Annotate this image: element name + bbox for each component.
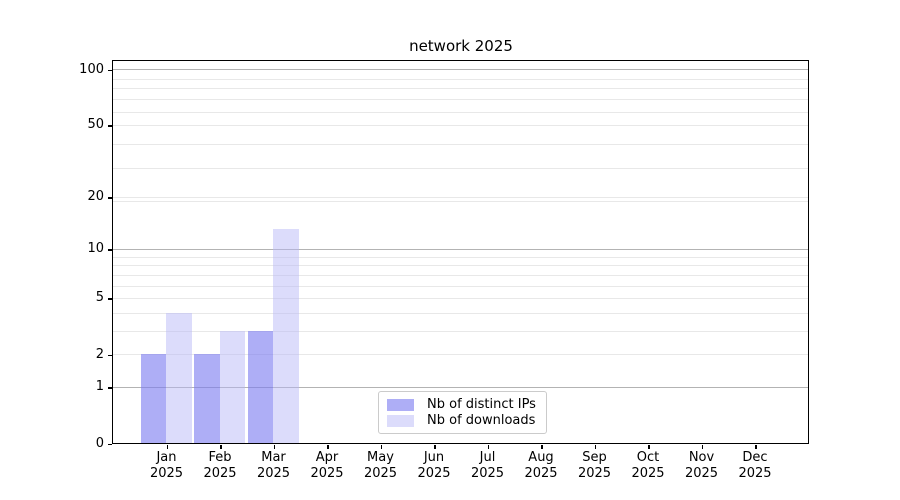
y-tick-mark [108,387,112,389]
legend-label-distinct-ips: Nb of distinct IPs [427,397,536,412]
chart-title: network 2025 [409,37,513,55]
x-tick-label-nov: Nov 2025 [684,450,719,481]
y-tick-label-5: 5 [95,290,104,306]
x-tick-mark [755,445,757,449]
x-tick-label-may: May 2025 [363,450,398,481]
legend-item-downloads: Nb of downloads [387,413,537,429]
gridline-minor [113,312,808,314]
x-tick-mark [701,445,703,449]
legend: Nb of distinct IPs Nb of downloads [378,391,547,434]
x-tick-label-oct: Oct 2025 [631,450,665,481]
x-tick-label-apr: Apr 2025 [310,450,344,481]
gridline-minor [113,144,808,146]
y-tick-mark [108,354,112,357]
y-tick-mark [108,298,112,300]
gridline-minor [113,354,808,356]
x-tick-mark [220,445,222,449]
gridline-minor [113,124,808,126]
gridline-minor [113,330,808,332]
gridline-minor [113,285,808,287]
y-tick-mark [108,197,112,199]
gridline-minor [113,88,808,90]
y-tick-label-2: 2 [95,346,104,362]
x-tick-mark [166,445,168,449]
x-tick-label-jul: Jul 2025 [470,450,505,481]
x-tick-mark [594,445,596,449]
y-tick-label-1: 1 [95,379,104,395]
legend-item-distinct-ips: Nb of distinct IPs [387,397,537,413]
bar-downloads-jan [166,312,192,443]
plot-area [112,60,809,444]
bar-ips-mar [247,330,273,443]
gridline-minor [113,99,808,101]
bar-downloads-mar [273,229,299,443]
gridline-minor [113,256,808,258]
x-tick-label-dec: Dec 2025 [738,450,772,481]
x-tick-label-aug: Aug 2025 [524,450,558,481]
x-tick-label-jan: Jan 2025 [149,450,184,481]
x-tick-label-feb: Feb 2025 [203,450,237,481]
y-tick-label-10: 10 [87,241,104,257]
x-tick-label-mar: Mar 2025 [256,450,291,481]
gridline-minor [113,78,808,80]
x-tick-mark [273,445,275,449]
x-tick-mark [541,445,543,449]
x-tick-label-sep: Sep 2025 [577,450,612,481]
y-tick-label-0: 0 [95,435,104,451]
gridline-minor [113,167,808,169]
x-tick-label-jun: Jun 2025 [417,450,451,481]
y-tick-mark [108,125,112,127]
x-tick-mark [487,445,489,449]
gridline-minor [113,297,808,299]
legend-swatch-downloads [387,415,414,427]
legend-swatch-distinct-ips [387,399,414,411]
y-tick-mark [108,69,112,72]
y-tick-label-20: 20 [87,189,104,204]
y-tick-mark [108,249,112,251]
y-tick-label-50: 50 [87,117,104,133]
gridline-major [113,386,808,388]
x-tick-mark [380,445,382,449]
x-tick-mark [648,445,650,449]
gridline-major [113,69,808,71]
gridline-major [113,248,808,250]
x-tick-mark [434,445,436,449]
x-tick-mark [327,445,329,449]
y-tick-label-100: 100 [79,61,104,77]
gridline-minor [113,111,808,113]
gridline-minor [113,265,808,267]
gridline-minor [113,274,808,276]
bar-ips-feb [194,354,220,443]
bar-ips-jan [140,354,166,443]
gridline-minor [113,200,808,202]
y-tick-mark [108,443,112,445]
gridline-minor [113,196,808,198]
legend-label-downloads: Nb of downloads [427,413,536,428]
bar-downloads-feb [219,330,245,443]
